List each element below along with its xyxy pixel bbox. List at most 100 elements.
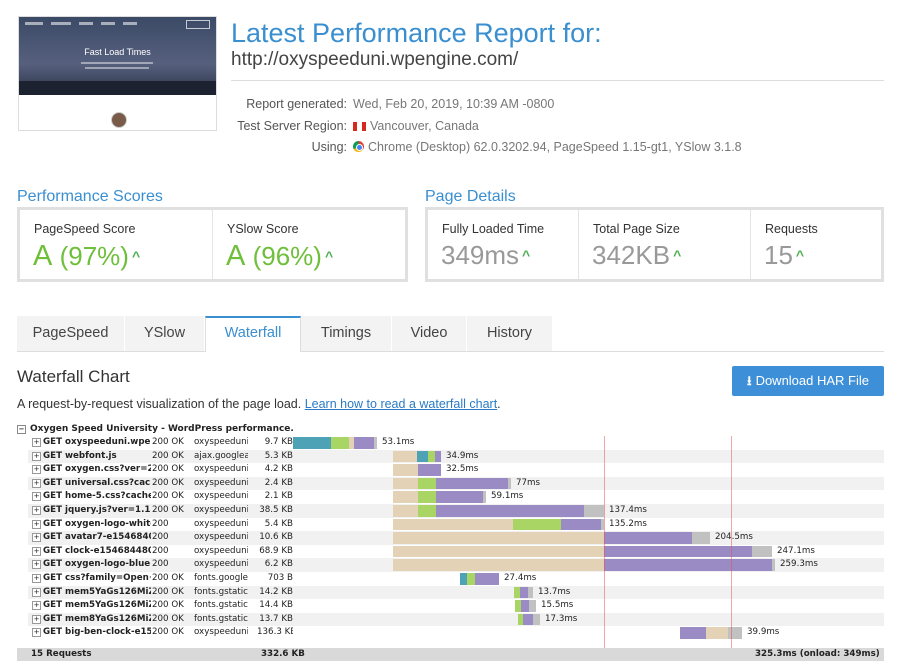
timing-segment-receive bbox=[772, 559, 775, 571]
canada-flag-icon bbox=[353, 122, 366, 131]
request-timeline: 39.9ms bbox=[293, 626, 883, 640]
expand-toggle-icon[interactable]: + bbox=[32, 614, 41, 624]
request-domain: oxyspeeduni.wpengine.com bbox=[194, 464, 248, 475]
download-icon: ⭳ bbox=[747, 373, 752, 388]
timing-segment-receive bbox=[692, 532, 710, 544]
timing-segment-dns bbox=[417, 450, 428, 463]
table-row[interactable]: +GET mem5YaGs126MiZpBA200 OK fonts.gstati… bbox=[28, 599, 884, 613]
timing-segment-wait bbox=[436, 491, 483, 503]
total-time: 325.3ms (onload: 349ms) bbox=[755, 649, 880, 659]
request-status: 200 OK bbox=[152, 600, 184, 611]
table-row[interactable]: +GET oxyspeeduni.wpengine.com200 OK oxysp… bbox=[28, 436, 884, 450]
report-tabs: PageSpeed YSlow Waterfall Timings Video … bbox=[17, 316, 884, 352]
thumbnail-hero-title: Fast Load Times bbox=[84, 47, 151, 57]
request-domain: oxyspeeduni.wpengine.com bbox=[194, 545, 248, 556]
collapse-toggle-icon[interactable]: − bbox=[17, 425, 26, 434]
request-timeline: 59.1ms bbox=[293, 490, 883, 504]
expand-toggle-icon[interactable]: + bbox=[32, 505, 41, 515]
timing-segment-wait bbox=[475, 572, 499, 585]
timing-segment-receive bbox=[529, 600, 536, 612]
expand-toggle-icon[interactable]: + bbox=[32, 438, 41, 447]
expand-toggle-icon[interactable]: + bbox=[32, 546, 41, 556]
request-time-label: 27.4ms bbox=[504, 572, 537, 583]
timing-segment-wait bbox=[435, 450, 441, 463]
expand-toggle-icon[interactable]: + bbox=[32, 451, 41, 461]
request-time-label: 137.4ms bbox=[609, 504, 647, 515]
request-url: GET mem5YaGs126MiZpBA bbox=[43, 600, 151, 611]
table-row[interactable]: +GET webfont.js 200 OK ajax.googleapis.com… bbox=[28, 449, 884, 464]
pagespeed-percent: (97%) bbox=[59, 241, 129, 271]
timing-segment-wait bbox=[436, 504, 584, 517]
yslow-grade: A bbox=[226, 240, 246, 272]
table-row[interactable]: +GET mem5YaGs126MiZpBA200 OK fonts.gstati… bbox=[28, 585, 884, 600]
request-size: 13.7 KB bbox=[259, 613, 293, 624]
expand-toggle-icon[interactable]: + bbox=[32, 533, 41, 543]
request-status: 200 OK bbox=[152, 613, 184, 624]
timing-segment-blocking bbox=[393, 450, 417, 463]
timing-segment-wait bbox=[604, 545, 752, 558]
download-har-button[interactable]: ⭳ Download HAR File bbox=[732, 366, 884, 396]
region-value: Vancouver, Canada bbox=[370, 119, 479, 133]
tab-timings[interactable]: Timings bbox=[301, 316, 392, 351]
expand-toggle-icon[interactable]: + bbox=[32, 560, 41, 570]
timing-segment-dns bbox=[460, 572, 467, 585]
request-domain: fonts.googleapis.com bbox=[194, 572, 248, 583]
thumbnail-nav bbox=[25, 22, 210, 28]
expand-toggle-icon[interactable]: + bbox=[32, 587, 41, 597]
tab-waterfall[interactable]: Waterfall bbox=[205, 316, 301, 352]
expand-toggle-icon[interactable]: + bbox=[32, 465, 41, 475]
request-timeline: 13.7ms bbox=[293, 586, 883, 600]
learn-waterfall-link[interactable]: Learn how to read a waterfall chart bbox=[304, 397, 498, 411]
tab-yslow[interactable]: YSlow bbox=[125, 316, 205, 351]
timing-segment-connect bbox=[418, 477, 436, 490]
request-size: 68.9 KB bbox=[259, 545, 293, 556]
expand-toggle-icon[interactable]: + bbox=[32, 628, 41, 638]
waterfall-title: Waterfall Chart bbox=[17, 367, 130, 386]
yslow-score-label: YSlow Score bbox=[227, 222, 299, 236]
expand-toggle-icon[interactable]: + bbox=[32, 601, 41, 611]
tab-history[interactable]: History bbox=[467, 316, 553, 351]
expand-toggle-icon[interactable]: + bbox=[32, 478, 41, 488]
report-generated-row: Report generated: Wed, Feb 20, 2019, 10:3… bbox=[200, 97, 900, 115]
pagespeed-score-label: PageSpeed Score bbox=[34, 222, 136, 236]
timing-segment-connect bbox=[515, 600, 521, 612]
chrome-icon bbox=[353, 141, 364, 152]
table-row[interactable]: + GET universal.css?cache 200 OK oxyspeedun… bbox=[28, 476, 884, 491]
request-timeline: 17.3ms bbox=[293, 613, 883, 627]
test-region-row: Test Server Region: Vancouver, Canada bbox=[200, 119, 900, 137]
request-url: GET mem5YaGs126MiZpBA bbox=[43, 586, 151, 597]
request-url: GET oxygen-logo-white bbox=[43, 518, 151, 529]
report-title: Latest Performance Report for: bbox=[231, 18, 602, 48]
table-row[interactable]: +GET big-ben-clock-e1546200 OK oxyspeedun… bbox=[28, 626, 884, 640]
timing-segment-wait bbox=[604, 532, 692, 544]
total-requests: 15 Requests bbox=[31, 649, 92, 659]
timing-segment-blocking bbox=[706, 627, 728, 639]
table-row[interactable]: + GET jquery.js?ver=1.12 200 OK oxyspeeduni… bbox=[28, 503, 884, 518]
tab-pagespeed[interactable]: PageSpeed bbox=[17, 316, 125, 351]
expand-toggle-icon[interactable]: + bbox=[32, 573, 41, 583]
intro-text: A request-by-request visualization of th… bbox=[17, 397, 302, 411]
tab-video[interactable]: Video bbox=[392, 316, 467, 351]
waterfall-rows: +GET oxyspeeduni.wpengine.com200 OKoxysp… bbox=[28, 436, 884, 640]
request-timeline: 15.5ms bbox=[293, 599, 883, 613]
up-arrow-icon: ^ bbox=[131, 248, 141, 264]
request-timeline: 53.1ms bbox=[293, 436, 883, 450]
table-row[interactable]: +GET mem8YaGs126MiZpBA200 OK fonts.gstati… bbox=[28, 612, 884, 627]
expand-toggle-icon[interactable]: + bbox=[32, 492, 41, 502]
request-timeline: 32.5ms bbox=[293, 463, 883, 477]
table-row[interactable]: +GET css?family=Open+Sans200 OK fonts.goo… bbox=[28, 572, 884, 586]
request-time-label: 59.1ms bbox=[491, 491, 524, 502]
waterfall-group-header[interactable]: − Oxygen Speed University - WordPress per… bbox=[17, 424, 294, 434]
request-time-label: 32.5ms bbox=[446, 464, 479, 475]
request-url: GET oxygen-logo-blue bbox=[43, 559, 151, 570]
expand-toggle-icon[interactable]: + bbox=[32, 519, 41, 529]
request-status: 200 OK bbox=[152, 586, 184, 597]
timing-segment-receive bbox=[728, 627, 742, 639]
pagespeed-score-card: PageSpeed Score A (97%) ^ bbox=[20, 210, 212, 279]
